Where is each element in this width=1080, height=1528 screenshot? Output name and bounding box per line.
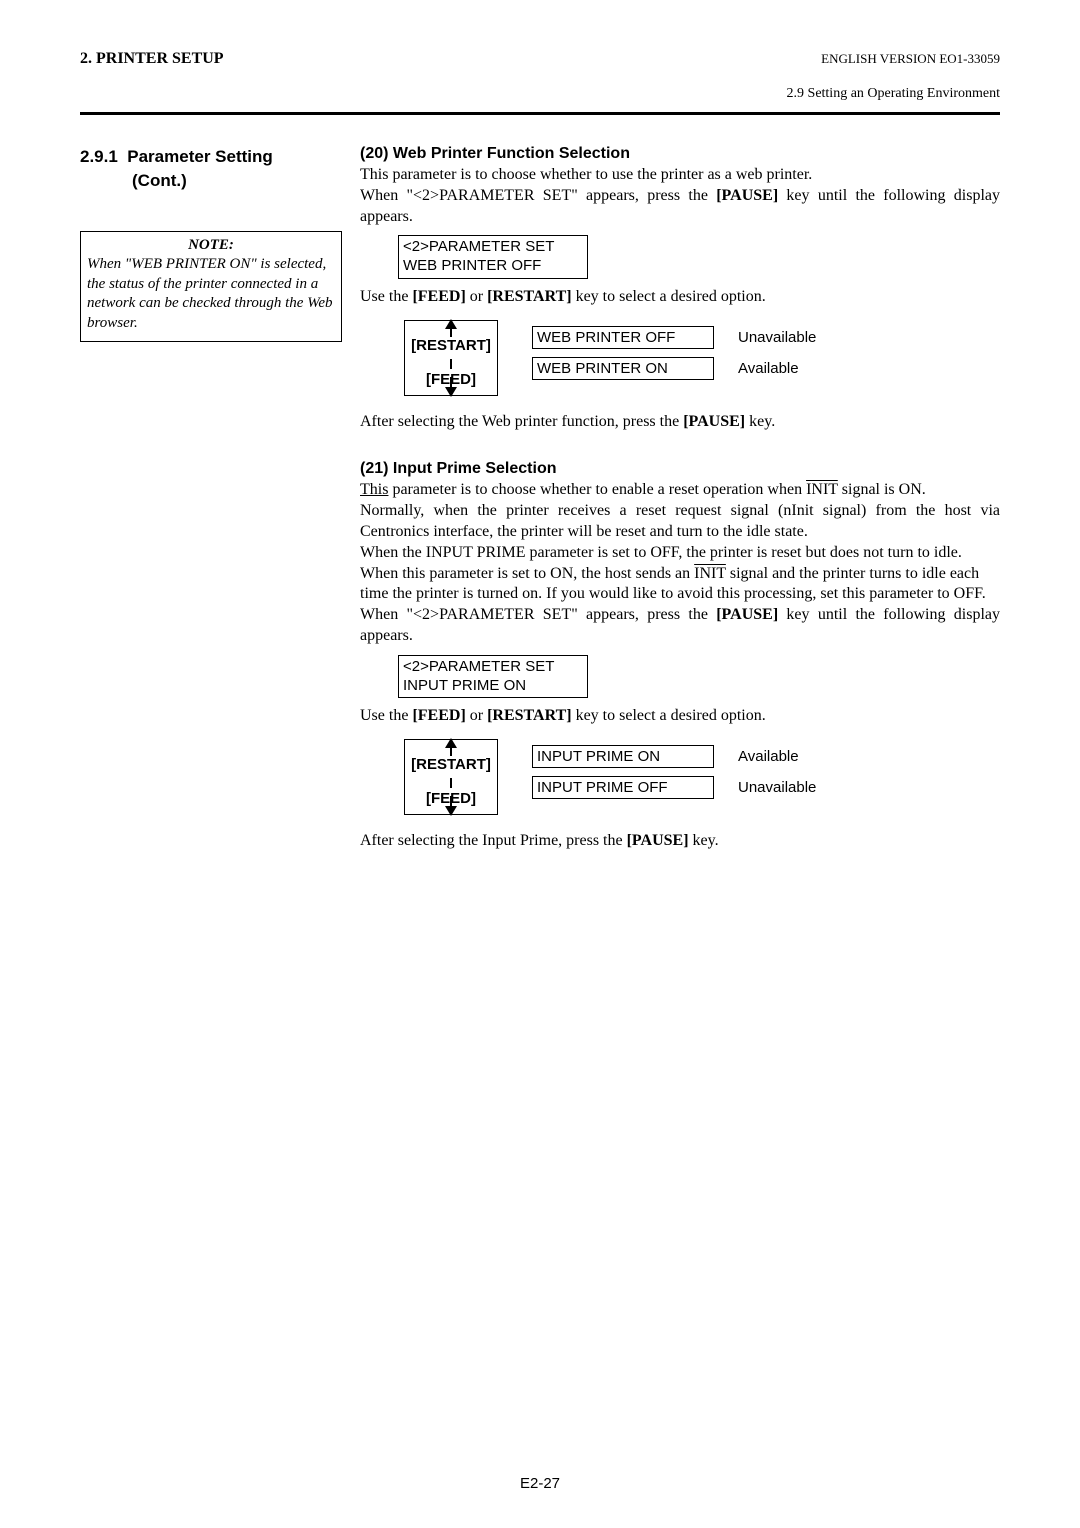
s21-p5a: When "<2>PARAMETER SET" appears, press t… bbox=[360, 606, 716, 623]
s20-opt1-label: Unavailable bbox=[738, 329, 816, 346]
page-header: 2. PRINTER SETUP ENGLISH VERSION EO1-330… bbox=[80, 50, 1000, 115]
s20-or: or bbox=[466, 288, 487, 305]
s21-p1d: signal is ON. bbox=[838, 481, 926, 498]
header-subsection: 2.9 Setting an Operating Environment bbox=[80, 86, 1000, 102]
s21-options: INPUT PRIME ON Available INPUT PRIME OFF… bbox=[532, 745, 816, 807]
s21-use-a: Use the bbox=[360, 707, 412, 724]
s21-display-box: <2>PARAMETER SET INPUT PRIME ON bbox=[398, 655, 588, 699]
s20-option-row-2: WEB PRINTER ON Available bbox=[532, 357, 816, 380]
heading-20: (20) Web Printer Function Selection bbox=[360, 145, 1000, 163]
s21-option-row-1: INPUT PRIME ON Available bbox=[532, 745, 816, 768]
s20-after: After selecting the Web printer function… bbox=[360, 412, 1000, 433]
left-column: 2.9.1 Parameter Setting (Cont.) NOTE: Wh… bbox=[80, 145, 360, 852]
note-box: NOTE: When "WEB PRINTER ON" is selected,… bbox=[80, 231, 342, 343]
s20-restart-label: [RESTART] bbox=[405, 337, 497, 354]
s20-pause-key: [PAUSE] bbox=[716, 187, 778, 204]
s20-selector-diagram: [RESTART] [FEED] WEB PRINTER OFF Unavail… bbox=[398, 312, 1000, 402]
s20-options: WEB PRINTER OFF Unavailable WEB PRINTER … bbox=[532, 326, 816, 388]
s21-p4: When this parameter is set to ON, the ho… bbox=[360, 564, 1000, 606]
vline bbox=[450, 796, 452, 806]
heading-21: (21) Input Prime Selection bbox=[360, 460, 1000, 478]
s21-disp-line1: <2>PARAMETER SET bbox=[403, 658, 583, 677]
section-number: 2.9.1 Parameter Setting bbox=[80, 145, 342, 169]
arrow-down-icon bbox=[445, 806, 457, 816]
s21-p4a: When this parameter is set to ON, the ho… bbox=[360, 565, 694, 582]
s20-p1: This parameter is to choose whether to u… bbox=[360, 165, 1000, 186]
s20-after-pause: [PAUSE] bbox=[683, 413, 745, 430]
vline bbox=[450, 377, 452, 387]
s20-opt2-box: WEB PRINTER ON bbox=[532, 357, 714, 380]
vline bbox=[450, 359, 452, 369]
s21-p1b: parameter is to choose whether to enable… bbox=[388, 481, 806, 498]
s21-opt1-label: Available bbox=[738, 748, 799, 765]
note-body: When "WEB PRINTER ON" is selected, the s… bbox=[87, 255, 335, 333]
s20-disp-line2: WEB PRINTER OFF bbox=[403, 257, 583, 276]
section-cont: (Cont.) bbox=[80, 169, 342, 193]
s20-after-c: key. bbox=[745, 413, 775, 430]
s20-opt1-box: WEB PRINTER OFF bbox=[532, 326, 714, 349]
s20-use-a: Use the bbox=[360, 288, 412, 305]
s20-after-a: After selecting the Web printer function… bbox=[360, 413, 683, 430]
s21-p1a: This bbox=[360, 481, 388, 498]
arrow-up-icon bbox=[445, 738, 457, 748]
s21-restart-key: [RESTART] bbox=[487, 707, 571, 724]
s21-init-overline-2: INIT bbox=[694, 565, 726, 582]
s20-disp-line1: <2>PARAMETER SET bbox=[403, 238, 583, 257]
s20-display-box: <2>PARAMETER SET WEB PRINTER OFF bbox=[398, 235, 588, 279]
page-number: E2-27 bbox=[0, 1475, 1080, 1492]
vline bbox=[450, 778, 452, 788]
note-title: NOTE: bbox=[87, 236, 335, 256]
s21-init-overline-1: INIT bbox=[806, 481, 838, 498]
s20-use-b: key to select a desired option. bbox=[572, 288, 766, 305]
s21-use-line: Use the [FEED] or [RESTART] key to selec… bbox=[360, 706, 1000, 727]
right-column: (20) Web Printer Function Selection This… bbox=[360, 145, 1000, 852]
s21-opt2-box: INPUT PRIME OFF bbox=[532, 776, 714, 799]
s21-feed-key: [FEED] bbox=[412, 707, 465, 724]
s21-after-a: After selecting the Input Prime, press t… bbox=[360, 832, 627, 849]
s21-opt1-box: INPUT PRIME ON bbox=[532, 745, 714, 768]
s20-arrow-box: [RESTART] [FEED] bbox=[404, 320, 498, 396]
s21-use-b: key to select a desired option. bbox=[572, 707, 766, 724]
s20-restart-key: [RESTART] bbox=[487, 288, 571, 305]
s21-option-row-2: INPUT PRIME OFF Unavailable bbox=[532, 776, 816, 799]
s20-opt2-label: Available bbox=[738, 360, 799, 377]
arrow-down-icon bbox=[445, 387, 457, 397]
arrow-up-icon bbox=[445, 319, 457, 329]
s21-selector-diagram: [RESTART] [FEED] INPUT PRIME ON Availabl… bbox=[398, 731, 1000, 821]
s20-use-line: Use the [FEED] or [RESTART] key to selec… bbox=[360, 287, 1000, 308]
header-version: ENGLISH VERSION EO1-33059 bbox=[821, 51, 1000, 67]
header-section-title: 2. PRINTER SETUP bbox=[80, 50, 224, 68]
s21-disp-line2: INPUT PRIME ON bbox=[403, 677, 583, 696]
s21-opt2-label: Unavailable bbox=[738, 779, 816, 796]
s21-p3: When the INPUT PRIME parameter is set to… bbox=[360, 543, 1000, 564]
section-main-text: Parameter Setting bbox=[127, 147, 273, 166]
content-columns: 2.9.1 Parameter Setting (Cont.) NOTE: Wh… bbox=[80, 145, 1000, 852]
s21-or: or bbox=[466, 707, 487, 724]
s21-p2: Normally, when the printer receives a re… bbox=[360, 501, 1000, 543]
s20-p2a: When "<2>PARAMETER SET" appears, press t… bbox=[360, 187, 716, 204]
s21-restart-label: [RESTART] bbox=[405, 756, 497, 773]
s21-arrow-box: [RESTART] [FEED] bbox=[404, 739, 498, 815]
s21-after-pause: [PAUSE] bbox=[627, 832, 689, 849]
s21-pause-key: [PAUSE] bbox=[716, 606, 778, 623]
header-rule bbox=[80, 112, 1000, 115]
s20-p2: When "<2>PARAMETER SET" appears, press t… bbox=[360, 186, 1000, 228]
s21-after-c: key. bbox=[689, 832, 719, 849]
s21-after: After selecting the Input Prime, press t… bbox=[360, 831, 1000, 852]
s20-option-row-1: WEB PRINTER OFF Unavailable bbox=[532, 326, 816, 349]
s21-arrow-column: [RESTART] [FEED] bbox=[398, 731, 508, 821]
section-num-text: 2.9.1 bbox=[80, 147, 118, 166]
s21-p1: This parameter is to choose whether to e… bbox=[360, 480, 1000, 501]
s20-arrow-column: [RESTART] [FEED] bbox=[398, 312, 508, 402]
s21-p5: When "<2>PARAMETER SET" appears, press t… bbox=[360, 605, 1000, 647]
s20-feed-key: [FEED] bbox=[412, 288, 465, 305]
